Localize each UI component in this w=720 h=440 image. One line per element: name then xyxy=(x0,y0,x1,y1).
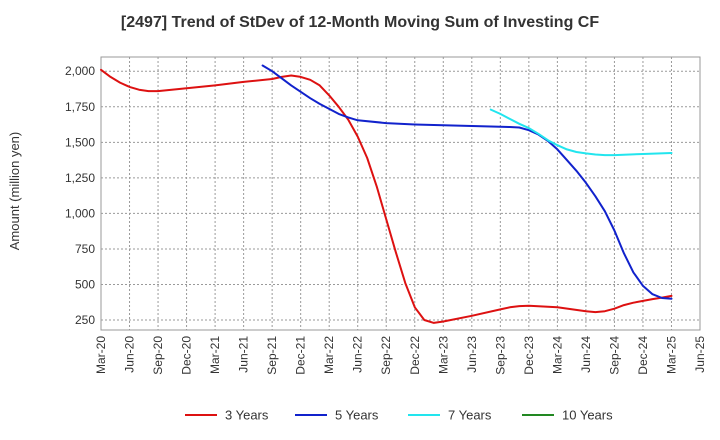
y-tick-label: 500 xyxy=(75,278,95,292)
x-tick-label: Jun-23 xyxy=(465,336,479,373)
x-tick-label: Jun-22 xyxy=(351,336,365,373)
y-tick-label: 250 xyxy=(75,313,95,327)
legend: 3 Years 5 Years 7 Years 10 Years xyxy=(185,408,613,423)
series-line-3-years xyxy=(100,68,673,324)
x-tick-label: Jun-24 xyxy=(579,336,593,373)
series-line-7-years xyxy=(489,108,673,157)
plot-area xyxy=(100,56,701,331)
y-tick-label: 1,000 xyxy=(65,206,95,220)
x-tick-label: Sep-23 xyxy=(493,336,507,375)
grid xyxy=(100,57,701,330)
x-tick-label: Dec-24 xyxy=(636,336,650,375)
x-tick-label: Sep-20 xyxy=(151,336,165,375)
y-axis-title: Amount (million yen) xyxy=(7,132,22,251)
x-tick-label: Mar-21 xyxy=(208,336,222,374)
x-axis-ticks: Mar-20 Jun-20 Sep-20 Dec-20 Mar-21 Jun-21 Sep-… xyxy=(94,336,707,375)
x-tick-label: Sep-24 xyxy=(607,336,621,375)
series-line-5-years xyxy=(261,64,673,300)
legend-label: 5 Years xyxy=(335,408,379,423)
x-tick-label: Dec-20 xyxy=(180,336,194,375)
chart-title: [2497] Trend of StDev of 12-Month Moving… xyxy=(120,14,600,31)
x-tick-label: Mar-20 xyxy=(94,336,108,374)
x-tick-label: Mar-22 xyxy=(322,336,336,374)
y-tick-label: 750 xyxy=(75,242,95,256)
x-tick-label: Jun-20 xyxy=(123,336,137,373)
y-tick-label: 1,250 xyxy=(65,171,95,185)
x-tick-label: Dec-21 xyxy=(294,336,308,375)
x-tick-label: Jun-25 xyxy=(693,336,707,373)
x-tick-label: Dec-23 xyxy=(522,336,536,375)
legend-label: 3 Years xyxy=(225,408,269,423)
x-tick-label: Mar-25 xyxy=(664,336,678,374)
x-tick-label: Sep-21 xyxy=(265,336,279,375)
x-tick-label: Dec-22 xyxy=(408,336,422,375)
x-tick-label: Mar-24 xyxy=(550,336,564,374)
legend-label: 10 Years xyxy=(562,408,613,423)
y-tick-label: 2,000 xyxy=(65,64,95,78)
y-tick-label: 1,500 xyxy=(65,135,95,149)
y-axis-ticks: 250 500 750 1,000 1,250 1,500 1,750 2,000 xyxy=(65,64,95,327)
x-tick-label: Jun-21 xyxy=(237,336,251,373)
series-lines xyxy=(100,64,673,324)
y-tick-label: 1,750 xyxy=(65,100,95,114)
x-tick-label: Sep-22 xyxy=(379,336,393,375)
legend-label: 7 Years xyxy=(448,408,492,423)
x-tick-label: Mar-23 xyxy=(436,336,450,374)
